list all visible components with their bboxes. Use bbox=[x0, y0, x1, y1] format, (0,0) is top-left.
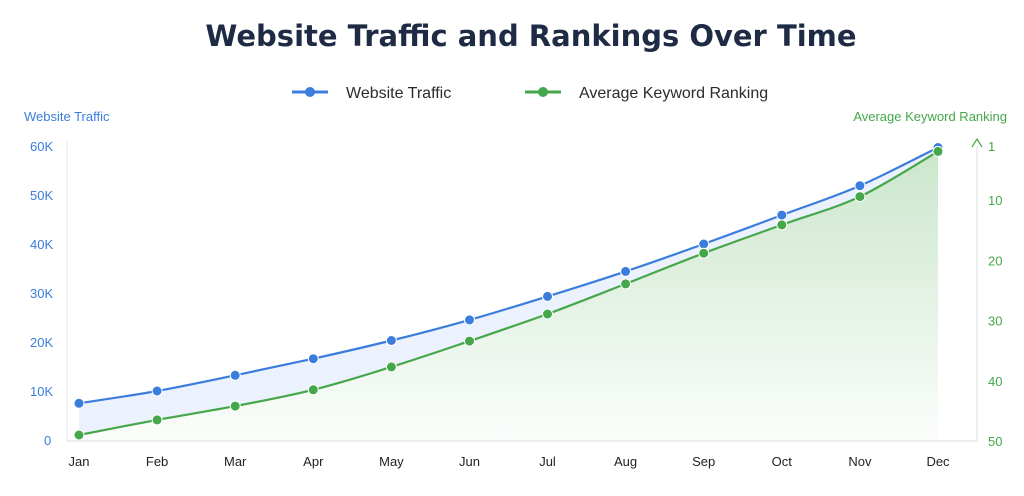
legend: Website Traffic Average Keyword Ranking bbox=[292, 85, 768, 102]
y-right-tick-label: 40 bbox=[988, 374, 1002, 389]
x-tick-label: May bbox=[379, 454, 404, 469]
x-tick-label: Aug bbox=[614, 454, 637, 469]
x-tick-label: Feb bbox=[146, 454, 168, 469]
y-right-ticks: 1 10 20 30 40 50 bbox=[988, 139, 1002, 449]
x-tick-label: Oct bbox=[772, 454, 793, 469]
axes bbox=[66, 137, 983, 442]
y-left-tick-label: 40K bbox=[30, 237, 53, 252]
ranking-point-sep bbox=[698, 247, 710, 259]
y-right-axis-arrow-icon bbox=[971, 137, 983, 148]
legend-traffic-label: Website Traffic bbox=[346, 85, 451, 102]
x-tick-label: Jun bbox=[459, 454, 480, 469]
traffic-point-feb bbox=[151, 385, 163, 397]
traffic-point-jun bbox=[464, 314, 475, 326]
traffic-point-apr bbox=[307, 353, 319, 365]
y-left-tick-label: 20K bbox=[30, 335, 53, 350]
area-layer bbox=[79, 147, 938, 440]
ranking-point-apr bbox=[307, 384, 319, 396]
legend-item-traffic: Website Traffic bbox=[292, 85, 451, 102]
traffic-point-jul bbox=[542, 290, 553, 302]
x-tick-label: Nov bbox=[848, 454, 872, 469]
ranking-point-nov bbox=[854, 191, 866, 203]
ranking-point-jun bbox=[464, 335, 475, 347]
x-tick-label: Mar bbox=[224, 454, 247, 469]
y-left-tick-label: 0 bbox=[44, 433, 51, 448]
x-tick-label: Apr bbox=[303, 454, 324, 469]
y-right-tick-label: 30 bbox=[988, 314, 1002, 329]
y-right-axis-title: Average Keyword Ranking bbox=[853, 109, 1007, 124]
y-right-tick-label: 10 bbox=[988, 193, 1002, 208]
traffic-point-sep bbox=[698, 238, 710, 250]
ranking-point-mar bbox=[229, 400, 241, 412]
ranking-point-feb bbox=[151, 414, 163, 426]
traffic-point-jan bbox=[73, 397, 85, 409]
traffic-point-may bbox=[385, 335, 397, 346]
x-tick-label: Dec bbox=[926, 454, 950, 469]
ranking-point-aug bbox=[620, 278, 632, 290]
traffic-point-aug bbox=[620, 265, 632, 277]
traffic-point-oct bbox=[776, 209, 788, 221]
legend-ranking-label: Average Keyword Ranking bbox=[579, 85, 768, 102]
x-tick-label: Jul bbox=[539, 454, 556, 469]
y-left-ticks: 0 10K 20K 30K 40K 50K 60K bbox=[30, 139, 53, 448]
y-left-tick-label: 30K bbox=[30, 286, 53, 301]
x-tick-label: Sep bbox=[692, 454, 715, 469]
ranking-point-oct bbox=[776, 219, 788, 231]
y-left-tick-label: 60K bbox=[30, 139, 53, 154]
ranking-point-jan bbox=[73, 429, 85, 441]
traffic-point-mar bbox=[229, 369, 241, 381]
y-right-tick-label: 50 bbox=[988, 434, 1002, 449]
ranking-point-may bbox=[385, 361, 397, 373]
x-ticks: Jan Feb Mar Apr May Jun Jul Aug Sep Oct Nov Dec bbox=[69, 454, 951, 469]
y-left-axis-title: Website Traffic bbox=[24, 109, 110, 124]
legend-traffic-marker-icon bbox=[305, 87, 315, 97]
point-layer bbox=[73, 142, 944, 441]
y-right-tick-label: 1 bbox=[988, 139, 995, 154]
y-right-tick-label: 20 bbox=[988, 253, 1002, 268]
ranking-area bbox=[79, 151, 938, 440]
ranking-point-dec bbox=[932, 145, 944, 157]
y-left-tick-label: 50K bbox=[30, 188, 53, 203]
ranking-point-jul bbox=[542, 308, 553, 320]
legend-item-ranking: Average Keyword Ranking bbox=[525, 85, 768, 102]
traffic-point-nov bbox=[854, 180, 866, 192]
legend-ranking-marker-icon bbox=[538, 87, 548, 97]
y-left-tick-label: 10K bbox=[30, 384, 53, 399]
chart-title: Website Traffic and Rankings Over Time bbox=[205, 19, 856, 53]
x-tick-label: Jan bbox=[69, 454, 90, 469]
